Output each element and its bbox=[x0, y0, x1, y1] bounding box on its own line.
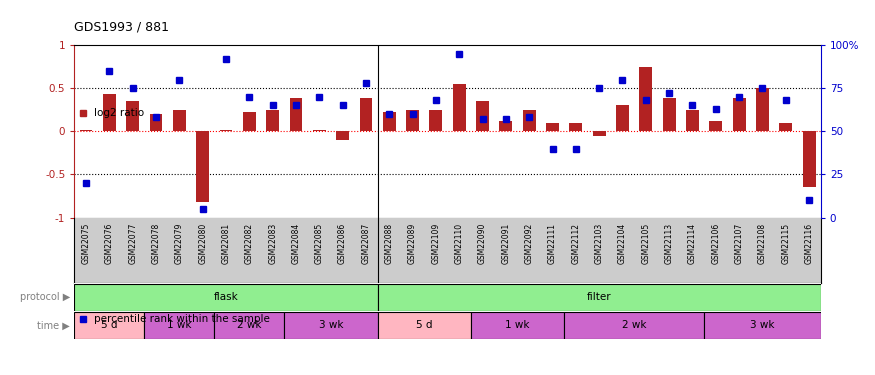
Bar bbox=[756, 88, 769, 131]
Bar bbox=[732, 99, 746, 131]
Text: GSM22092: GSM22092 bbox=[525, 223, 534, 264]
Bar bbox=[336, 131, 349, 140]
Text: log2 ratio: log2 ratio bbox=[94, 108, 144, 117]
Text: 2 wk: 2 wk bbox=[237, 320, 262, 330]
Text: GSM22085: GSM22085 bbox=[315, 223, 324, 264]
Text: 3 wk: 3 wk bbox=[318, 320, 343, 330]
Bar bbox=[662, 99, 676, 131]
Bar bbox=[710, 121, 722, 131]
Bar bbox=[150, 114, 163, 131]
Bar bbox=[471, 312, 564, 339]
Bar bbox=[476, 101, 489, 131]
Text: GSM22078: GSM22078 bbox=[151, 223, 160, 264]
Bar bbox=[313, 129, 326, 131]
Bar bbox=[522, 110, 536, 131]
Text: 5 d: 5 d bbox=[102, 320, 117, 330]
Text: GSM22108: GSM22108 bbox=[758, 223, 767, 264]
Text: GSM22077: GSM22077 bbox=[128, 223, 137, 264]
Text: GSM22081: GSM22081 bbox=[221, 223, 230, 264]
Bar bbox=[570, 123, 582, 131]
Bar bbox=[214, 312, 284, 339]
Bar bbox=[266, 110, 279, 131]
Bar bbox=[243, 112, 256, 131]
Text: GSM22089: GSM22089 bbox=[408, 223, 417, 264]
Text: GSM22115: GSM22115 bbox=[781, 223, 790, 264]
Bar bbox=[430, 110, 443, 131]
Bar bbox=[616, 105, 629, 131]
Text: GSM22105: GSM22105 bbox=[641, 223, 650, 264]
Text: GSM22091: GSM22091 bbox=[501, 223, 510, 264]
Text: GSM22113: GSM22113 bbox=[665, 223, 674, 264]
Bar bbox=[144, 312, 214, 339]
Bar bbox=[452, 84, 466, 131]
Bar bbox=[173, 110, 186, 131]
Text: protocol ▶: protocol ▶ bbox=[20, 292, 70, 302]
Bar bbox=[802, 131, 816, 188]
Bar bbox=[103, 94, 116, 131]
Text: GSM22107: GSM22107 bbox=[735, 223, 744, 264]
Bar bbox=[220, 129, 233, 131]
Bar bbox=[74, 312, 144, 339]
Bar bbox=[290, 99, 303, 131]
Text: 2 wk: 2 wk bbox=[622, 320, 647, 330]
Text: GSM22112: GSM22112 bbox=[571, 223, 580, 264]
Bar bbox=[74, 284, 378, 310]
Text: 1 wk: 1 wk bbox=[505, 320, 529, 330]
Bar bbox=[80, 129, 93, 131]
Text: GSM22116: GSM22116 bbox=[805, 223, 814, 264]
Text: GSM22075: GSM22075 bbox=[81, 223, 90, 264]
Text: filter: filter bbox=[587, 292, 612, 302]
Text: 5 d: 5 d bbox=[416, 320, 432, 330]
Text: GSM22086: GSM22086 bbox=[338, 223, 347, 264]
Text: GSM22104: GSM22104 bbox=[618, 223, 627, 264]
Bar bbox=[360, 99, 373, 131]
Text: GSM22109: GSM22109 bbox=[431, 223, 440, 264]
Bar bbox=[378, 284, 821, 310]
Bar bbox=[126, 101, 139, 131]
Bar bbox=[592, 131, 605, 136]
Text: GSM22087: GSM22087 bbox=[361, 223, 370, 264]
Bar bbox=[546, 123, 559, 131]
Text: 1 wk: 1 wk bbox=[167, 320, 192, 330]
Bar bbox=[564, 312, 704, 339]
Text: GSM22079: GSM22079 bbox=[175, 223, 184, 264]
Text: 3 wk: 3 wk bbox=[750, 320, 774, 330]
Text: GSM22076: GSM22076 bbox=[105, 223, 114, 264]
Bar bbox=[780, 123, 792, 131]
Text: GSM22114: GSM22114 bbox=[688, 223, 697, 264]
Bar bbox=[378, 312, 471, 339]
Text: GSM22110: GSM22110 bbox=[455, 223, 464, 264]
Text: percentile rank within the sample: percentile rank within the sample bbox=[94, 314, 270, 324]
Text: GSM22103: GSM22103 bbox=[595, 223, 604, 264]
Text: GSM22111: GSM22111 bbox=[548, 223, 557, 264]
Text: GSM22082: GSM22082 bbox=[245, 223, 254, 264]
Bar bbox=[686, 110, 699, 131]
Bar bbox=[284, 312, 378, 339]
Text: GSM22106: GSM22106 bbox=[711, 223, 720, 264]
Text: GDS1993 / 881: GDS1993 / 881 bbox=[74, 21, 170, 34]
Bar bbox=[196, 131, 209, 202]
Bar bbox=[406, 110, 419, 131]
Bar bbox=[383, 112, 396, 131]
Text: GSM22088: GSM22088 bbox=[385, 223, 394, 264]
Text: GSM22090: GSM22090 bbox=[478, 223, 487, 264]
Text: flask: flask bbox=[214, 292, 238, 302]
Bar bbox=[500, 121, 512, 131]
Text: time ▶: time ▶ bbox=[38, 320, 70, 330]
Text: GSM22080: GSM22080 bbox=[198, 223, 207, 264]
Bar bbox=[640, 67, 652, 131]
Text: GSM22083: GSM22083 bbox=[268, 223, 277, 264]
Text: GSM22084: GSM22084 bbox=[291, 223, 300, 264]
Bar bbox=[704, 312, 821, 339]
